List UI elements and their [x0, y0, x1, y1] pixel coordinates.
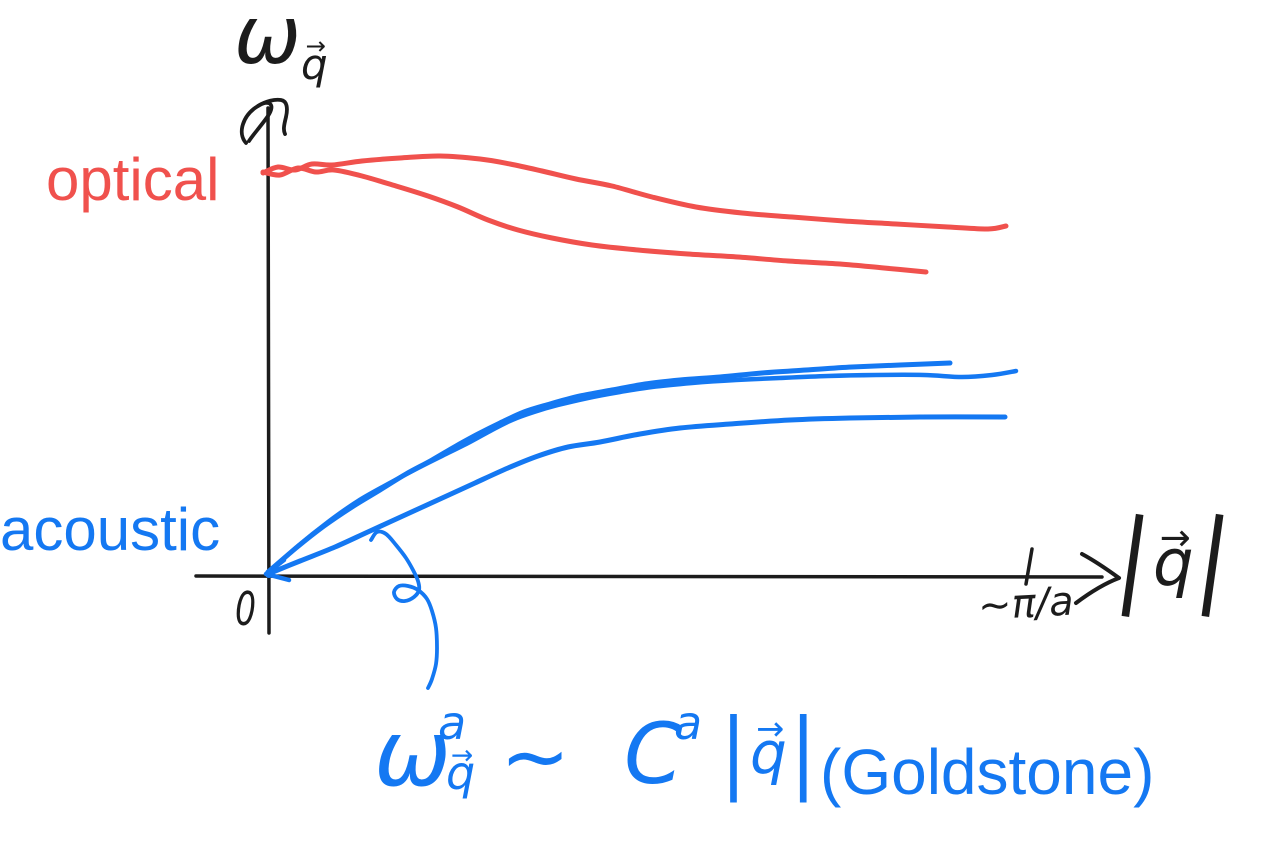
vector-arrow-icon: → [305, 30, 326, 60]
x-axis-arrowhead-icon [1074, 552, 1121, 605]
q-symbol: q [301, 40, 328, 89]
formula-omega: ω [374, 700, 452, 807]
formula-tilde: ~ [500, 707, 571, 805]
formula-coefficient-superscript-a: a [674, 696, 703, 750]
formula-q-magnitude: | → q | [720, 707, 817, 795]
abs-open-bar: | [720, 700, 747, 803]
q-symbol: q [446, 746, 476, 800]
y-axis-label: ω → q [234, 0, 328, 86]
x-axis-label: | → q | [1110, 496, 1237, 619]
goldstone-note-label: (Goldstone) [820, 736, 1155, 808]
curve-acoustic-3 [265, 414, 1008, 577]
acoustic-branch-label: acoustic [0, 496, 221, 563]
y-axis-arrowhead-icon [239, 101, 274, 145]
formula-coefficient-c: C [624, 705, 683, 803]
formula-superscript-a: a [438, 696, 467, 750]
q-vector-symbol: → q [1153, 519, 1194, 596]
curve-optical-lower [260, 165, 929, 275]
q-symbol: q [749, 719, 787, 787]
curve-optical-upper [260, 153, 1009, 232]
vector-arrow-icon: → [1159, 516, 1191, 560]
x-axis-tick [1024, 547, 1034, 586]
optical-branch-label: optical [46, 146, 220, 213]
axes [194, 97, 1121, 635]
abs-close-bar: | [789, 700, 817, 803]
x-tick-label: ~π/a [976, 578, 1075, 630]
y-axis-line [266, 106, 271, 635]
abs-open-bar: | [1109, 495, 1158, 619]
x-axis-line [194, 574, 1104, 579]
vector-arrow-icon: → [450, 739, 474, 771]
origin-zero-label: 0 [235, 582, 257, 636]
omega-symbol: ω [234, 0, 301, 82]
q-vector-subscript: → q [301, 33, 328, 86]
vector-arrow-icon: → [756, 708, 785, 748]
curves-layer [260, 153, 1019, 690]
formula-subscript-q-vector: → q [446, 742, 475, 796]
goldstone-pointer-squiggle [369, 529, 439, 690]
y-axis-arrowhead-hook-icon [256, 97, 289, 136]
q-symbol: q [1153, 527, 1194, 601]
q-vector-symbol: → q [750, 712, 787, 782]
curve-acoustic-2 [265, 368, 1019, 576]
